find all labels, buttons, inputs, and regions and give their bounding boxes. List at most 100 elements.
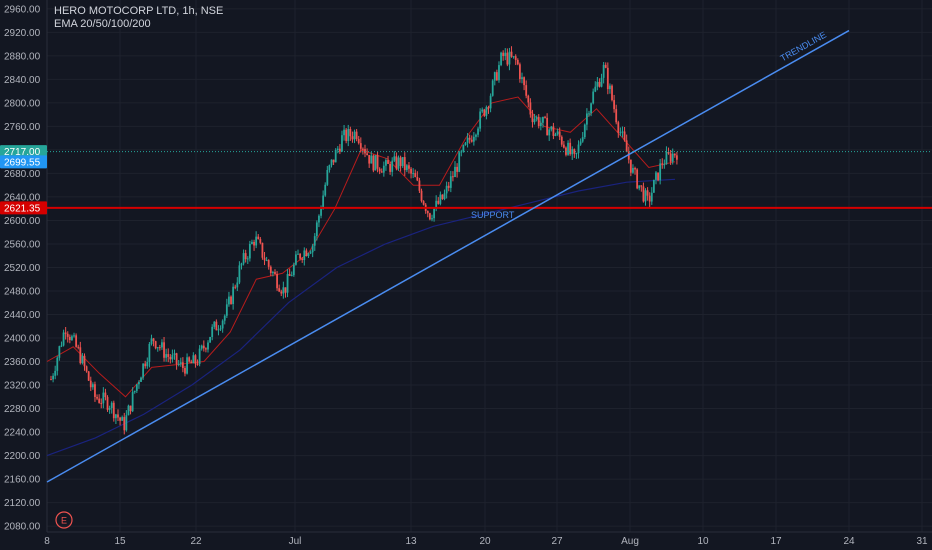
candle-body: [125, 415, 128, 431]
candle-body: [669, 153, 672, 162]
candle-body: [148, 343, 151, 362]
candle-body: [378, 168, 381, 172]
candle-body: [428, 213, 431, 220]
candle-body: [150, 338, 153, 344]
candle-body: [167, 354, 170, 357]
candle-body: [462, 145, 465, 152]
event-marker[interactable]: E: [55, 511, 73, 529]
candle-body: [225, 304, 228, 316]
candle-body: [418, 180, 421, 191]
price-tick-label: 2080.00: [4, 522, 41, 533]
candle-body: [585, 113, 588, 125]
candle-body: [140, 377, 142, 382]
candle-body: [100, 402, 103, 404]
candle-body: [575, 153, 578, 155]
candle-body: [269, 266, 272, 273]
time-axis[interactable]: 8 15 22 Jul 13 20 27 Aug 10 17 24 31: [44, 531, 932, 547]
candle-body: [447, 185, 450, 188]
candle-body: [217, 329, 220, 331]
candle-body: [215, 321, 218, 331]
candle-body: [556, 131, 559, 135]
candle-body: [156, 347, 159, 349]
price-tick-label: 2760.00: [4, 122, 41, 133]
candle-body: [200, 345, 203, 349]
candle-body: [257, 236, 260, 240]
candle-body: [205, 348, 207, 350]
candle-body: [73, 335, 75, 337]
candle-body: [326, 169, 329, 185]
candle-body: [297, 253, 299, 255]
candle-body: [161, 342, 163, 348]
candle-body: [498, 65, 500, 81]
price-tick-label: 2560.00: [4, 239, 41, 250]
price-axis[interactable]: 2080.00 2120.00 2160.00 2200.00 2240.00 2280.…: [4, 0, 48, 533]
candle-body: [529, 102, 532, 115]
ema200-line: [46, 178, 676, 457]
indicator-title[interactable]: EMA 20/50/100/200: [54, 18, 151, 30]
candle-body: [307, 253, 310, 257]
candle-body: [627, 152, 630, 160]
ema200-path: [46, 178, 676, 457]
candle-body: [405, 165, 408, 171]
time-tick-label: 17: [770, 536, 782, 547]
earnings-icon[interactable]: [55, 511, 73, 529]
candle-body: [276, 273, 278, 289]
candle-body: [539, 122, 542, 127]
candle-body: [332, 159, 335, 163]
candle-body: [671, 153, 674, 162]
candle-body: [495, 72, 498, 81]
candles: [50, 46, 678, 435]
candle-body: [353, 131, 356, 140]
candle-body: [464, 142, 467, 146]
candle-body: [75, 335, 78, 347]
candle-body: [219, 328, 222, 330]
symbol-title[interactable]: HERO MOTOCORP LTD, 1h, NSE: [54, 5, 224, 17]
candle-body: [68, 336, 71, 341]
candle-body: [121, 417, 124, 421]
candle-body: [468, 137, 471, 140]
price-tick-label: 2120.00: [4, 498, 41, 509]
candle-body: [663, 164, 666, 166]
candle-body: [58, 346, 61, 358]
price-tick-label: 2640.00: [4, 192, 41, 203]
candle-body: [181, 362, 184, 368]
time-tick-label: Jul: [289, 536, 302, 547]
candle-body: [290, 275, 293, 277]
candle-body: [372, 155, 375, 171]
candle-body: [458, 152, 461, 172]
candle-body: [198, 348, 201, 364]
price-tick-label: 2280.00: [4, 404, 41, 415]
candle-body: [334, 150, 337, 163]
candle-body: [54, 370, 57, 376]
candle-body: [301, 258, 304, 260]
candle-body: [414, 173, 417, 178]
candle-body: [359, 143, 362, 149]
candle-body: [228, 296, 230, 305]
candle-body: [127, 405, 130, 416]
candle-body: [389, 163, 392, 172]
candle-body: [659, 163, 662, 181]
candle-body: [158, 347, 161, 349]
candle-body: [638, 185, 641, 189]
candle-body: [347, 128, 350, 141]
candle-body: [292, 264, 295, 276]
candle-body: [209, 336, 211, 343]
candle-body: [251, 241, 253, 245]
candle-body: [131, 392, 134, 412]
candle-body: [152, 338, 155, 342]
candle-body: [135, 384, 138, 391]
candle-body: [437, 200, 440, 204]
candle-body: [577, 144, 580, 154]
candle-body: [546, 117, 549, 136]
candle-body: [343, 129, 345, 136]
candle-body: [611, 85, 613, 101]
time-tick-label: Aug: [621, 536, 639, 547]
candle-body: [177, 363, 180, 365]
candle-body: [188, 357, 191, 362]
candle-body: [110, 402, 113, 408]
price-tick-label: 2800.00: [4, 98, 41, 109]
candle-body: [236, 282, 239, 288]
candle-body: [621, 131, 624, 133]
candle-body: [652, 179, 655, 193]
